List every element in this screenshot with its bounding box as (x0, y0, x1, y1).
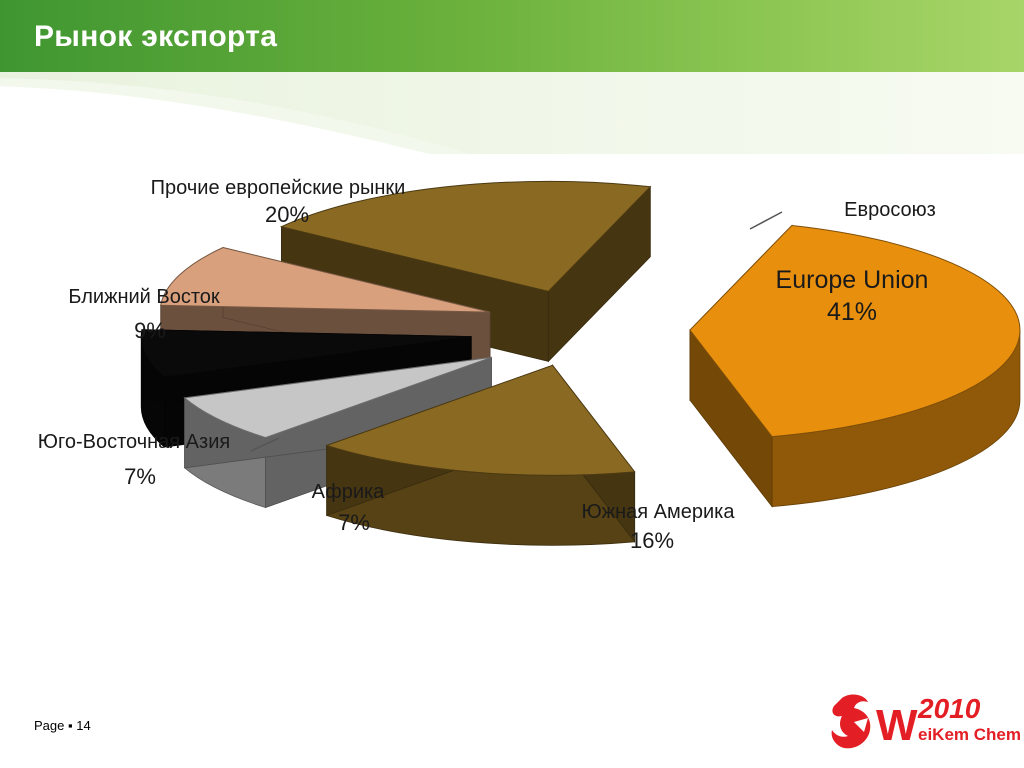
slice-value-1: 16% (630, 528, 674, 553)
company-logo: W 2010 eiKem Chemical (831, 693, 1020, 750)
slice-0-top (689, 224, 1021, 438)
header-swoosh (0, 72, 1024, 154)
logo-emblem-icon (831, 694, 871, 749)
slice-inner-label-0: Europe Union (776, 266, 929, 294)
slice-2-top (183, 356, 492, 439)
slice-3-top (140, 329, 472, 378)
slice-inner-value-0: 41% (827, 298, 877, 326)
page-label: Page (34, 718, 65, 733)
leader-line-eu (749, 211, 783, 230)
title-bar: Рынок экспорта (0, 0, 1024, 72)
slice-labels: Евросоюз Europe Union 41% Южная Америка 16% А… (38, 177, 936, 553)
slice-2 (183, 356, 492, 509)
page-number: 14 (76, 718, 91, 733)
slice-label-4: Ближний Восток (68, 286, 220, 308)
slice-value-3: 7% (124, 464, 156, 489)
pie-slices (140, 180, 1021, 546)
logo-company: eiKem Chemical (918, 725, 1020, 744)
leader-line-sea (250, 437, 280, 452)
slice-label-1: Южная Америка (582, 501, 736, 523)
slice-label-2: Африка (312, 481, 386, 503)
slice-4-top (160, 246, 491, 313)
logo-year: 2010 (917, 693, 981, 724)
slice-label-5: Прочие европейские рынки (151, 177, 406, 199)
slice-value-4: 9% (134, 318, 166, 343)
slice-1 (325, 364, 636, 546)
slice-5-top (279, 180, 652, 292)
leader-lines (250, 211, 783, 452)
logo-w: W (876, 701, 918, 750)
slice-label-3: Юго-Восточная Азия (38, 431, 230, 453)
page-separator: ▪ (68, 718, 73, 733)
slice-1-top (325, 364, 636, 476)
slice-value-2: 7% (338, 510, 370, 535)
slice-0 (689, 224, 1021, 508)
page-footer: Page ▪ 14 (34, 718, 91, 733)
page-title: Рынок экспорта (34, 20, 278, 53)
slice-label-0: Евросоюз (844, 199, 936, 221)
slice-value-5: 20% (265, 202, 309, 227)
